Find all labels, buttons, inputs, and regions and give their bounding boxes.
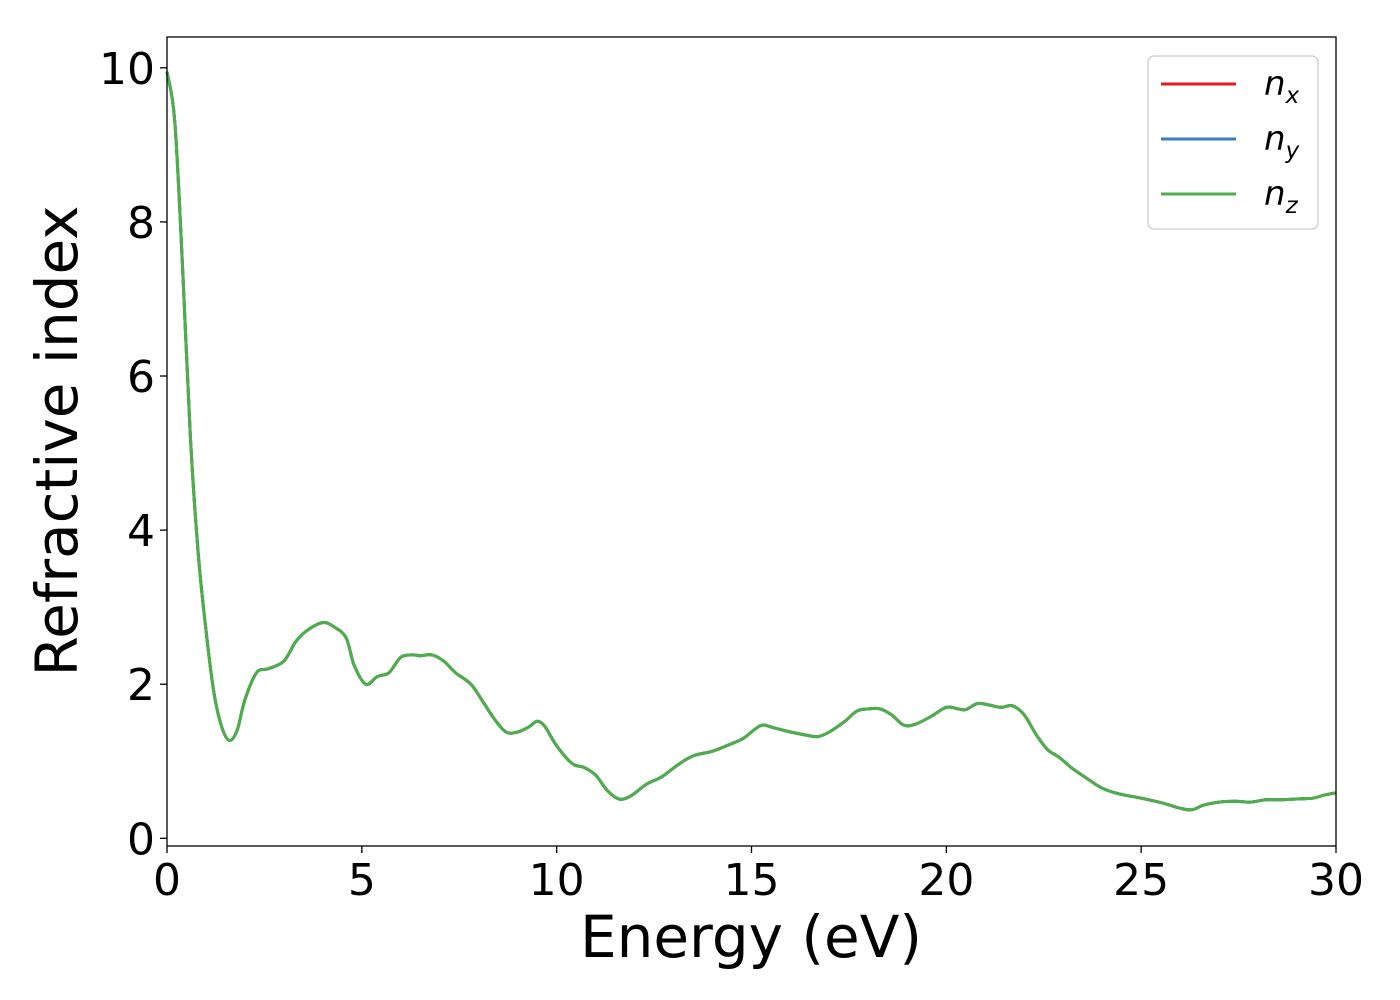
x-tick-label: 20 — [918, 855, 974, 906]
legend-label-base: n — [1264, 64, 1286, 104]
legend-label-nz: nz — [1264, 174, 1299, 219]
legend-label-nx: nx — [1264, 64, 1300, 109]
legend-box — [1147, 55, 1319, 230]
series-line-nz — [165, 71, 1337, 812]
x-tick-label: 15 — [724, 855, 780, 906]
legend-label-base: n — [1264, 119, 1286, 159]
y-tick-label: 6 — [127, 352, 155, 403]
x-tick-label: 25 — [1113, 855, 1169, 906]
x-tick-label: 30 — [1308, 855, 1364, 906]
legend-label-base: n — [1264, 174, 1286, 214]
y-tick-label: 10 — [99, 44, 155, 95]
plot-area — [165, 71, 1337, 812]
x-tick-label: 5 — [348, 855, 376, 906]
x-axis-label: Energy (eV) — [580, 903, 922, 971]
y-axis-label: Refractive index — [23, 205, 91, 676]
y-tick-label: 2 — [127, 660, 155, 711]
legend-label-subscript: z — [1285, 193, 1299, 219]
y-axis-ticks: 0 2 4 6 8 10 — [99, 44, 167, 865]
legend-label-subscript: x — [1285, 83, 1300, 109]
x-tick-label: 10 — [529, 855, 585, 906]
legend-label-ny: ny — [1264, 119, 1300, 164]
y-tick-label: 0 — [127, 814, 155, 865]
y-tick-label: 8 — [127, 198, 155, 249]
y-tick-label: 4 — [127, 506, 155, 557]
x-axis-ticks: 0 5 10 15 20 25 30 — [153, 846, 1364, 906]
legend-label-subscript: y — [1285, 138, 1300, 164]
x-tick-label: 0 — [153, 855, 181, 906]
